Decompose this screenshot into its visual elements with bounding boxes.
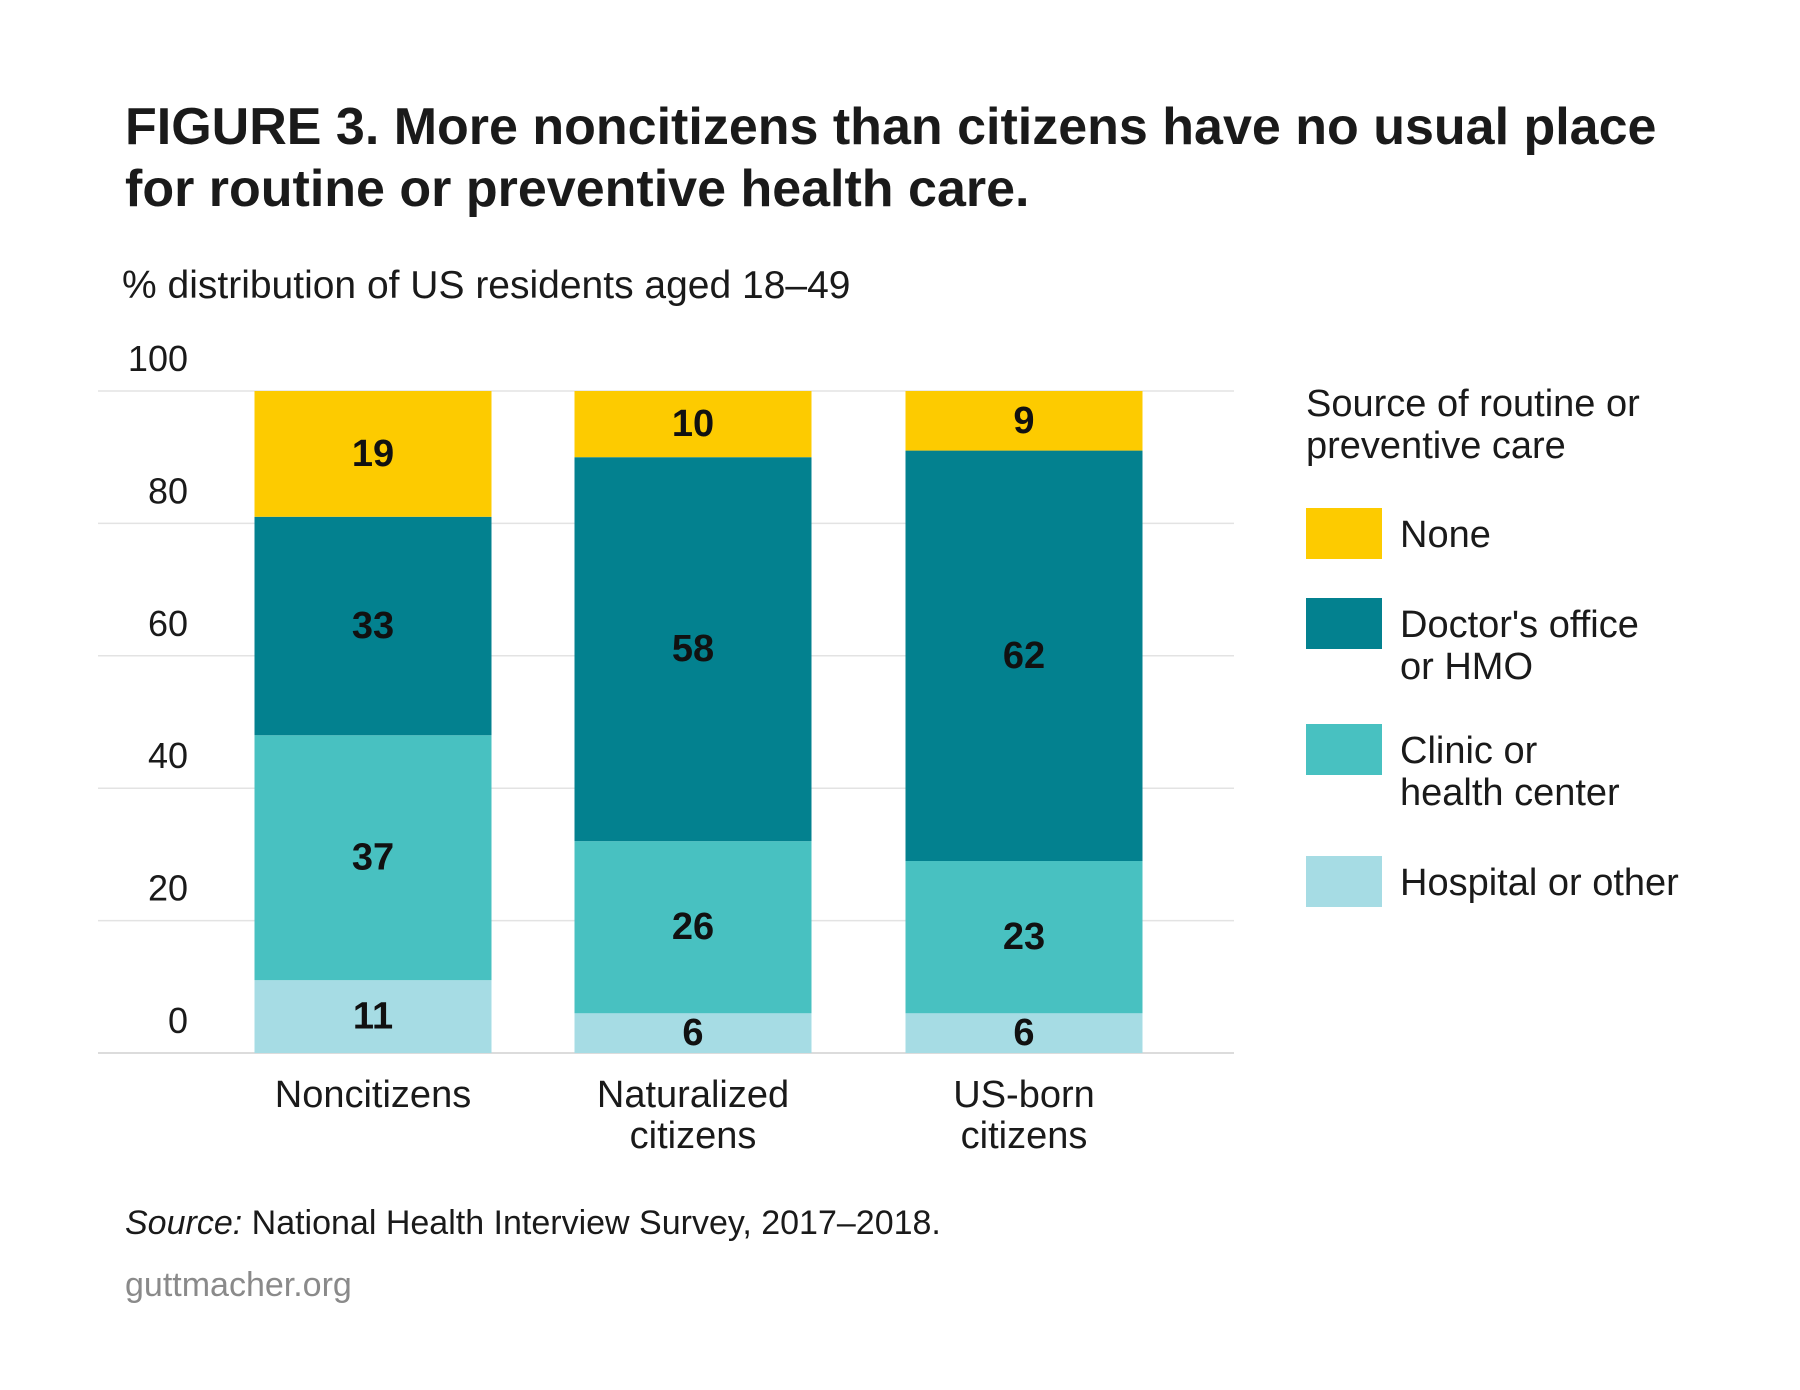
bar-segment bbox=[905, 391, 1143, 451]
y-tick-label: 40 bbox=[148, 735, 188, 776]
bar-segment bbox=[254, 980, 492, 1053]
bar-segment bbox=[905, 450, 1143, 862]
y-tick-label: 60 bbox=[148, 603, 188, 644]
y-tick-label: 20 bbox=[148, 868, 188, 909]
bar-segment bbox=[574, 841, 812, 1014]
chart-subtitle: % distribution of US residents aged 18–4… bbox=[122, 264, 851, 307]
legend-swatch-hospital bbox=[1306, 856, 1382, 907]
x-axis-labels: Noncitizens NaturalizedcitizensUS-borncit… bbox=[275, 1074, 1095, 1157]
legend-swatch-doctors-office bbox=[1306, 598, 1382, 649]
bar-value-label: 62 bbox=[1003, 635, 1045, 677]
y-tick-label: 0 bbox=[168, 1000, 188, 1041]
bar-segment bbox=[254, 391, 492, 517]
x-tick-label: Noncitizens bbox=[275, 1074, 471, 1116]
bar-value-label: 9 bbox=[1013, 400, 1034, 442]
legend-title-line-2: preventive care bbox=[1306, 425, 1566, 467]
legend-swatch-none bbox=[1306, 508, 1382, 559]
bar-value-label: 10 bbox=[672, 403, 714, 445]
bar-segment bbox=[905, 861, 1143, 1014]
bar-value-label: 23 bbox=[1003, 916, 1045, 958]
bar-segment bbox=[254, 516, 492, 736]
legend-label-none: None bbox=[1400, 514, 1730, 556]
bars bbox=[254, 391, 1143, 1053]
source-label: Source: bbox=[125, 1204, 243, 1242]
source-note: Source: National Health Interview Survey… bbox=[125, 1204, 941, 1243]
legend-label-line: None bbox=[1400, 514, 1491, 556]
legend-label-clinic: Clinic or health center bbox=[1400, 730, 1730, 814]
chart-title: FIGURE 3. More noncitizens than citizens… bbox=[125, 98, 1657, 218]
legend-label-line: Hospital or other bbox=[1400, 862, 1679, 904]
legend-label-line: Doctor's office bbox=[1400, 604, 1639, 646]
source-text: National Health Interview Survey, 2017–2… bbox=[242, 1204, 941, 1242]
x-tick-label: US-born bbox=[953, 1074, 1095, 1116]
legend-title: Source of routine or preventive care bbox=[1306, 383, 1640, 467]
legend-label-line: health center bbox=[1400, 772, 1620, 814]
legend-swatch-clinic bbox=[1306, 724, 1382, 775]
legend-label-line: or HMO bbox=[1400, 646, 1533, 688]
bar-segment bbox=[574, 391, 812, 458]
legend-title-line-1: Source of routine or bbox=[1306, 383, 1640, 425]
legend-label-hospital: Hospital or other bbox=[1400, 862, 1730, 904]
bar-segment bbox=[574, 1013, 812, 1053]
bar-segment bbox=[905, 1013, 1143, 1053]
bar-value-label: 26 bbox=[672, 906, 714, 948]
stacked-bar-chart: 0 20 40 60 80 100 11 37 33 19 6 26 58 10 6 23 62 9 Nonci… bbox=[98, 338, 1234, 1157]
x-tick-label: citizens bbox=[630, 1115, 757, 1157]
bar-value-label: 37 bbox=[352, 837, 394, 879]
y-axis-ticks: 0 20 40 60 80 100 bbox=[128, 338, 188, 1041]
y-tick-label: 80 bbox=[148, 470, 188, 511]
bar-value-label: 58 bbox=[672, 628, 714, 670]
bar-segment bbox=[254, 735, 492, 981]
legend-label-line: Clinic or bbox=[1400, 730, 1538, 772]
bar-value-label: 6 bbox=[682, 1012, 703, 1054]
bar-value-labels: 11 37 33 19 6 26 58 10 6 23 62 9 bbox=[352, 400, 1045, 1054]
x-tick-label: citizens bbox=[961, 1115, 1088, 1157]
bar-value-label: 33 bbox=[352, 605, 394, 647]
bar-value-label: 6 bbox=[1013, 1012, 1034, 1054]
bar-value-label: 11 bbox=[353, 996, 393, 1038]
x-tick-label: Naturalized bbox=[597, 1074, 789, 1116]
bar-value-label: 19 bbox=[352, 433, 394, 475]
bar-segment bbox=[574, 457, 812, 842]
site-credit: guttmacher.org bbox=[125, 1266, 352, 1304]
legend-label-doctors-office: Doctor's office or HMO bbox=[1400, 604, 1730, 688]
y-tick-label: 100 bbox=[128, 338, 188, 379]
